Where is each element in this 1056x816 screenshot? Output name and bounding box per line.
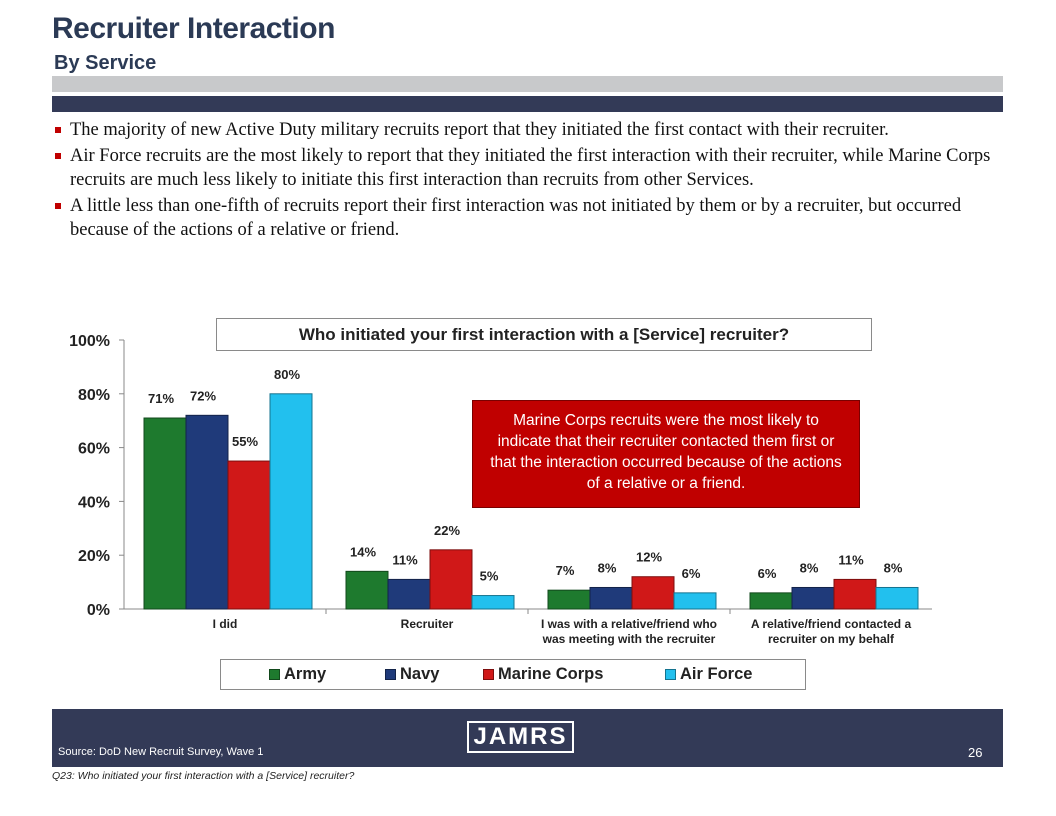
data-label: 71% — [148, 391, 174, 406]
bar-marine-corps — [429, 549, 473, 610]
y-tick-label: 60% — [78, 441, 110, 458]
bar-navy — [791, 586, 835, 610]
x-category-label: I did — [213, 617, 238, 631]
bar-marine-corps — [833, 578, 877, 610]
bar-navy — [387, 578, 431, 610]
legend-item: Navy — [385, 665, 439, 684]
x-category-label: A relative/friend contacted a — [751, 617, 912, 631]
page-title: Recruiter Interaction — [52, 12, 335, 45]
legend-item: Air Force — [665, 665, 752, 684]
bar-army — [749, 592, 793, 610]
data-label: 22% — [434, 523, 460, 538]
legend-label: Army — [284, 665, 327, 683]
legend-item: Army — [269, 665, 326, 684]
bar-army — [547, 589, 591, 610]
data-label: 5% — [480, 569, 499, 584]
bullet-marker — [55, 127, 61, 133]
header-divider-navy — [52, 96, 1003, 112]
bar-marine-corps — [631, 576, 675, 610]
data-label: 14% — [350, 544, 376, 559]
legend-label: Air Force — [680, 665, 753, 683]
legend-item: Marine Corps — [483, 665, 603, 684]
data-label: 55% — [232, 434, 258, 449]
page-subtitle: By Service — [54, 52, 157, 74]
x-category-label: was meeting with the recruiter — [542, 632, 716, 646]
bullet-list: The majority of new Active Duty military… — [52, 118, 1002, 244]
x-category-label: I was with a relative/friend who — [541, 617, 717, 631]
bar-navy — [185, 414, 229, 610]
bullet-marker — [55, 203, 61, 209]
chart-title: Who initiated your first interaction wit… — [216, 318, 872, 351]
data-label: 7% — [556, 563, 575, 578]
bar-marine-corps — [227, 460, 271, 610]
y-tick-label: 20% — [78, 548, 110, 565]
header-divider-gray — [52, 76, 1003, 92]
bullet-text: Air Force recruits are the most likely t… — [70, 146, 991, 190]
data-label: 8% — [598, 560, 617, 575]
bar-air-force — [471, 595, 515, 610]
bullet-item: Air Force recruits are the most likely t… — [52, 144, 1002, 192]
bullet-item: A little less than one-fifth of recruits… — [52, 194, 1002, 242]
page-number: 26 — [968, 745, 983, 760]
bar-air-force — [269, 393, 313, 610]
legend-label: Navy — [400, 665, 440, 683]
legend-swatch — [269, 669, 280, 680]
x-category-label: Recruiter — [401, 617, 454, 631]
data-label: 11% — [392, 552, 418, 567]
legend-label: Marine Corps — [498, 665, 604, 683]
source-note: Source: DoD New Recruit Survey, Wave 1 — [58, 746, 264, 758]
x-category-label: recruiter on my behalf — [768, 632, 895, 646]
y-tick-label: 100% — [69, 333, 110, 350]
jamrs-logo: JAMRS — [467, 721, 574, 753]
data-label: 6% — [682, 566, 701, 581]
data-label: 12% — [636, 550, 662, 565]
y-tick-label: 40% — [78, 494, 110, 511]
bar-air-force — [673, 592, 717, 610]
legend-swatch — [385, 669, 396, 680]
bar-navy — [589, 586, 633, 610]
y-tick-label: 80% — [78, 387, 110, 404]
callout-box: Marine Corps recruits were the most like… — [472, 400, 860, 508]
legend-swatch — [483, 669, 494, 680]
bullet-marker — [55, 153, 61, 159]
data-label: 8% — [884, 560, 903, 575]
bullet-text: A little less than one-fifth of recruits… — [70, 196, 962, 240]
bar-air-force — [875, 586, 919, 610]
question-note: Q23: Who initiated your first interactio… — [52, 770, 355, 782]
bullet-text: The majority of new Active Duty military… — [70, 120, 889, 140]
data-label: 72% — [190, 388, 216, 403]
bullet-item: The majority of new Active Duty military… — [52, 118, 1002, 142]
bar-army — [345, 570, 389, 610]
data-label: 6% — [758, 566, 777, 581]
data-label: 8% — [800, 560, 819, 575]
y-tick-label: 0% — [87, 602, 110, 619]
legend-swatch — [665, 669, 676, 680]
bar-army — [143, 417, 187, 610]
footer-bar — [52, 709, 1003, 767]
chart-legend: Army Navy Marine Corps Air Force — [220, 659, 806, 690]
data-label: 11% — [838, 552, 864, 567]
data-label: 80% — [274, 367, 300, 382]
